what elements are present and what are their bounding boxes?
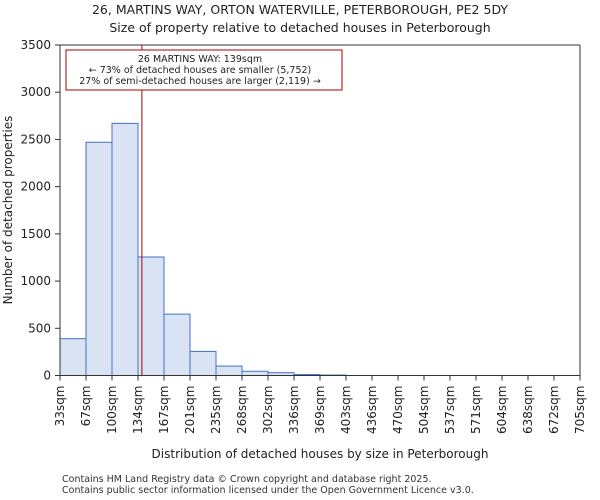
x-tick-label: 604sqm (495, 386, 509, 434)
x-tick-label: 436sqm (365, 386, 379, 434)
annotation-line-1: 26 MARTINS WAY: 139sqm (138, 54, 262, 65)
x-tick-label: 235sqm (209, 386, 223, 434)
chart-title: 26, MARTINS WAY, ORTON WATERVILLE, PETER… (91, 2, 509, 17)
x-tick-label: 302sqm (261, 386, 275, 434)
y-tick-label: 3000 (20, 85, 51, 99)
x-tick-label: 638sqm (521, 386, 535, 434)
x-tick-label: 134sqm (131, 386, 145, 434)
y-tick-label: 500 (28, 321, 51, 335)
annotation-line-3: 27% of semi-detached houses are larger (… (79, 76, 321, 87)
x-tick-label: 504sqm (417, 386, 431, 434)
x-tick-label: 201sqm (183, 386, 197, 434)
annotation-line-2: ← 73% of detached houses are smaller (5,… (89, 65, 312, 76)
x-tick-label: 571sqm (469, 386, 483, 434)
y-tick-label: 1500 (20, 227, 51, 241)
x-tick-label: 470sqm (391, 386, 405, 434)
chart-subtitle: Size of property relative to detached ho… (109, 20, 491, 35)
x-tick-label: 33sqm (53, 386, 67, 427)
histogram-bar (215, 365, 243, 376)
histogram-bar (189, 350, 217, 377)
x-tick-label: 672sqm (547, 386, 561, 434)
annotation-box (65, 49, 343, 91)
y-tick-label: 1000 (20, 274, 51, 288)
histogram-bar (163, 313, 191, 376)
y-tick-label: 3500 (20, 38, 51, 52)
x-tick-label: 100sqm (105, 386, 119, 434)
y-tick-label: 0 (43, 369, 51, 383)
x-tick-label: 167sqm (157, 386, 171, 434)
footer-copyright: Contains HM Land Registry data © Crown c… (62, 474, 432, 485)
x-tick-label: 537sqm (443, 386, 457, 434)
x-tick-label: 268sqm (235, 386, 249, 434)
histogram-bar (241, 370, 269, 376)
x-axis-label: Distribution of detached houses by size … (152, 447, 489, 461)
x-tick-label: 67sqm (79, 386, 93, 427)
histogram-bar (59, 338, 87, 376)
x-tick-label: 336sqm (287, 386, 301, 434)
x-tick-label: 403sqm (339, 386, 353, 434)
footer-licence: Contains public sector information licen… (62, 485, 474, 496)
histogram-bar (111, 122, 139, 376)
y-tick-label: 2500 (20, 132, 51, 146)
x-tick-label: 705sqm (573, 386, 587, 434)
y-axis-label: Number of detached properties (1, 116, 15, 305)
x-tick-label: 369sqm (313, 386, 327, 434)
histogram-bar (85, 141, 113, 376)
y-tick-label: 2000 (20, 180, 51, 194)
